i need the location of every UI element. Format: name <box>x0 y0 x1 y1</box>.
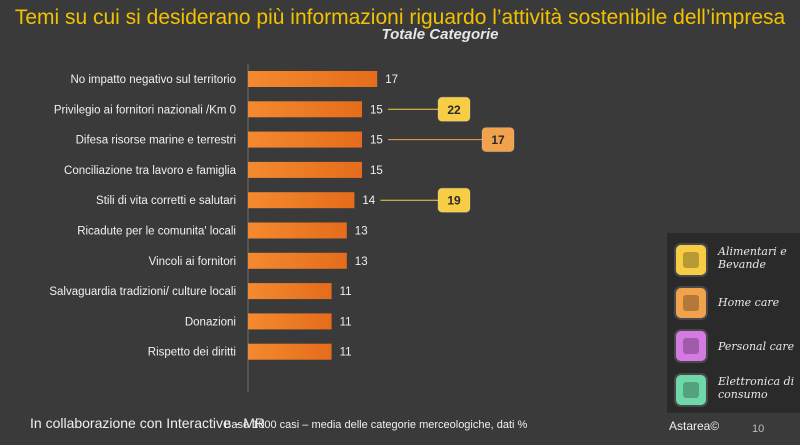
bar <box>248 161 362 178</box>
bar-value-label: 11 <box>340 286 352 298</box>
bar-value-label: 13 <box>355 256 368 268</box>
bar <box>248 343 332 360</box>
category-label: Vincoli ai fornitori <box>149 256 236 268</box>
bar <box>248 283 332 300</box>
bar <box>248 131 362 148</box>
category-label: Donazioni <box>185 316 236 328</box>
footer-base-note: Base 1000 casi – media delle categorie m… <box>224 419 528 431</box>
category-label: No impatto negativo sul territorio <box>70 74 236 86</box>
personal-care-icon <box>676 331 706 361</box>
category-label: Privilegio ai fornitori nazionali /Km 0 <box>54 104 236 116</box>
category-label: Stili di vita corretti e salutari <box>96 195 236 207</box>
footer-brand: Astarea© <box>669 419 720 433</box>
electronics-icon <box>676 375 706 405</box>
chart-subtitle: Totale Categorie <box>381 26 499 43</box>
category-label: Salvaguardia tradizioni/ culture locali <box>49 286 236 298</box>
category-label: Rispetto dei diritti <box>148 347 236 359</box>
callout-box <box>437 187 471 213</box>
bar <box>248 192 355 209</box>
legend-label: Home care <box>718 296 780 309</box>
callout-box <box>437 96 471 122</box>
legend-label: Alimentari e Bevande <box>718 245 787 271</box>
category-label: Difesa risorse marine e terrestri <box>76 135 236 147</box>
bar-value-label: 14 <box>362 195 375 207</box>
bar-value-label: 11 <box>340 347 352 359</box>
bar-value-label: 13 <box>355 226 368 238</box>
bar <box>248 222 347 239</box>
callout-value-label: 19 <box>447 194 461 208</box>
bar <box>248 252 347 269</box>
bar-value-label: 15 <box>370 165 383 177</box>
food-beverage-icon <box>676 245 706 275</box>
category-label: Conciliazione tra lavoro e famiglia <box>64 165 237 177</box>
callout-box <box>481 127 515 153</box>
bar-value-label: 15 <box>370 104 383 116</box>
footer-collaboration: In collaborazione con Interactive - MR <box>30 415 265 431</box>
legend-label: Personal care <box>718 340 795 353</box>
bar-value-label: 15 <box>370 135 383 147</box>
callout-value-label: 17 <box>491 133 505 147</box>
legend: Alimentari e Bevande Home care Personal … <box>667 233 800 413</box>
legend-label: Elettronica di consumo <box>718 375 795 401</box>
bar-value-label: 11 <box>340 316 352 328</box>
bar-value-label: 17 <box>385 74 398 86</box>
callout-value-label: 22 <box>447 103 461 117</box>
home-care-icon <box>676 288 706 318</box>
chart-title: Temi su cui si desiderano più informazio… <box>14 6 786 29</box>
bar <box>248 313 332 330</box>
page-number: 10 <box>752 423 765 435</box>
bar <box>248 71 378 87</box>
category-label: Ricadute per le comunita' locali <box>77 226 236 238</box>
bar <box>248 101 362 118</box>
